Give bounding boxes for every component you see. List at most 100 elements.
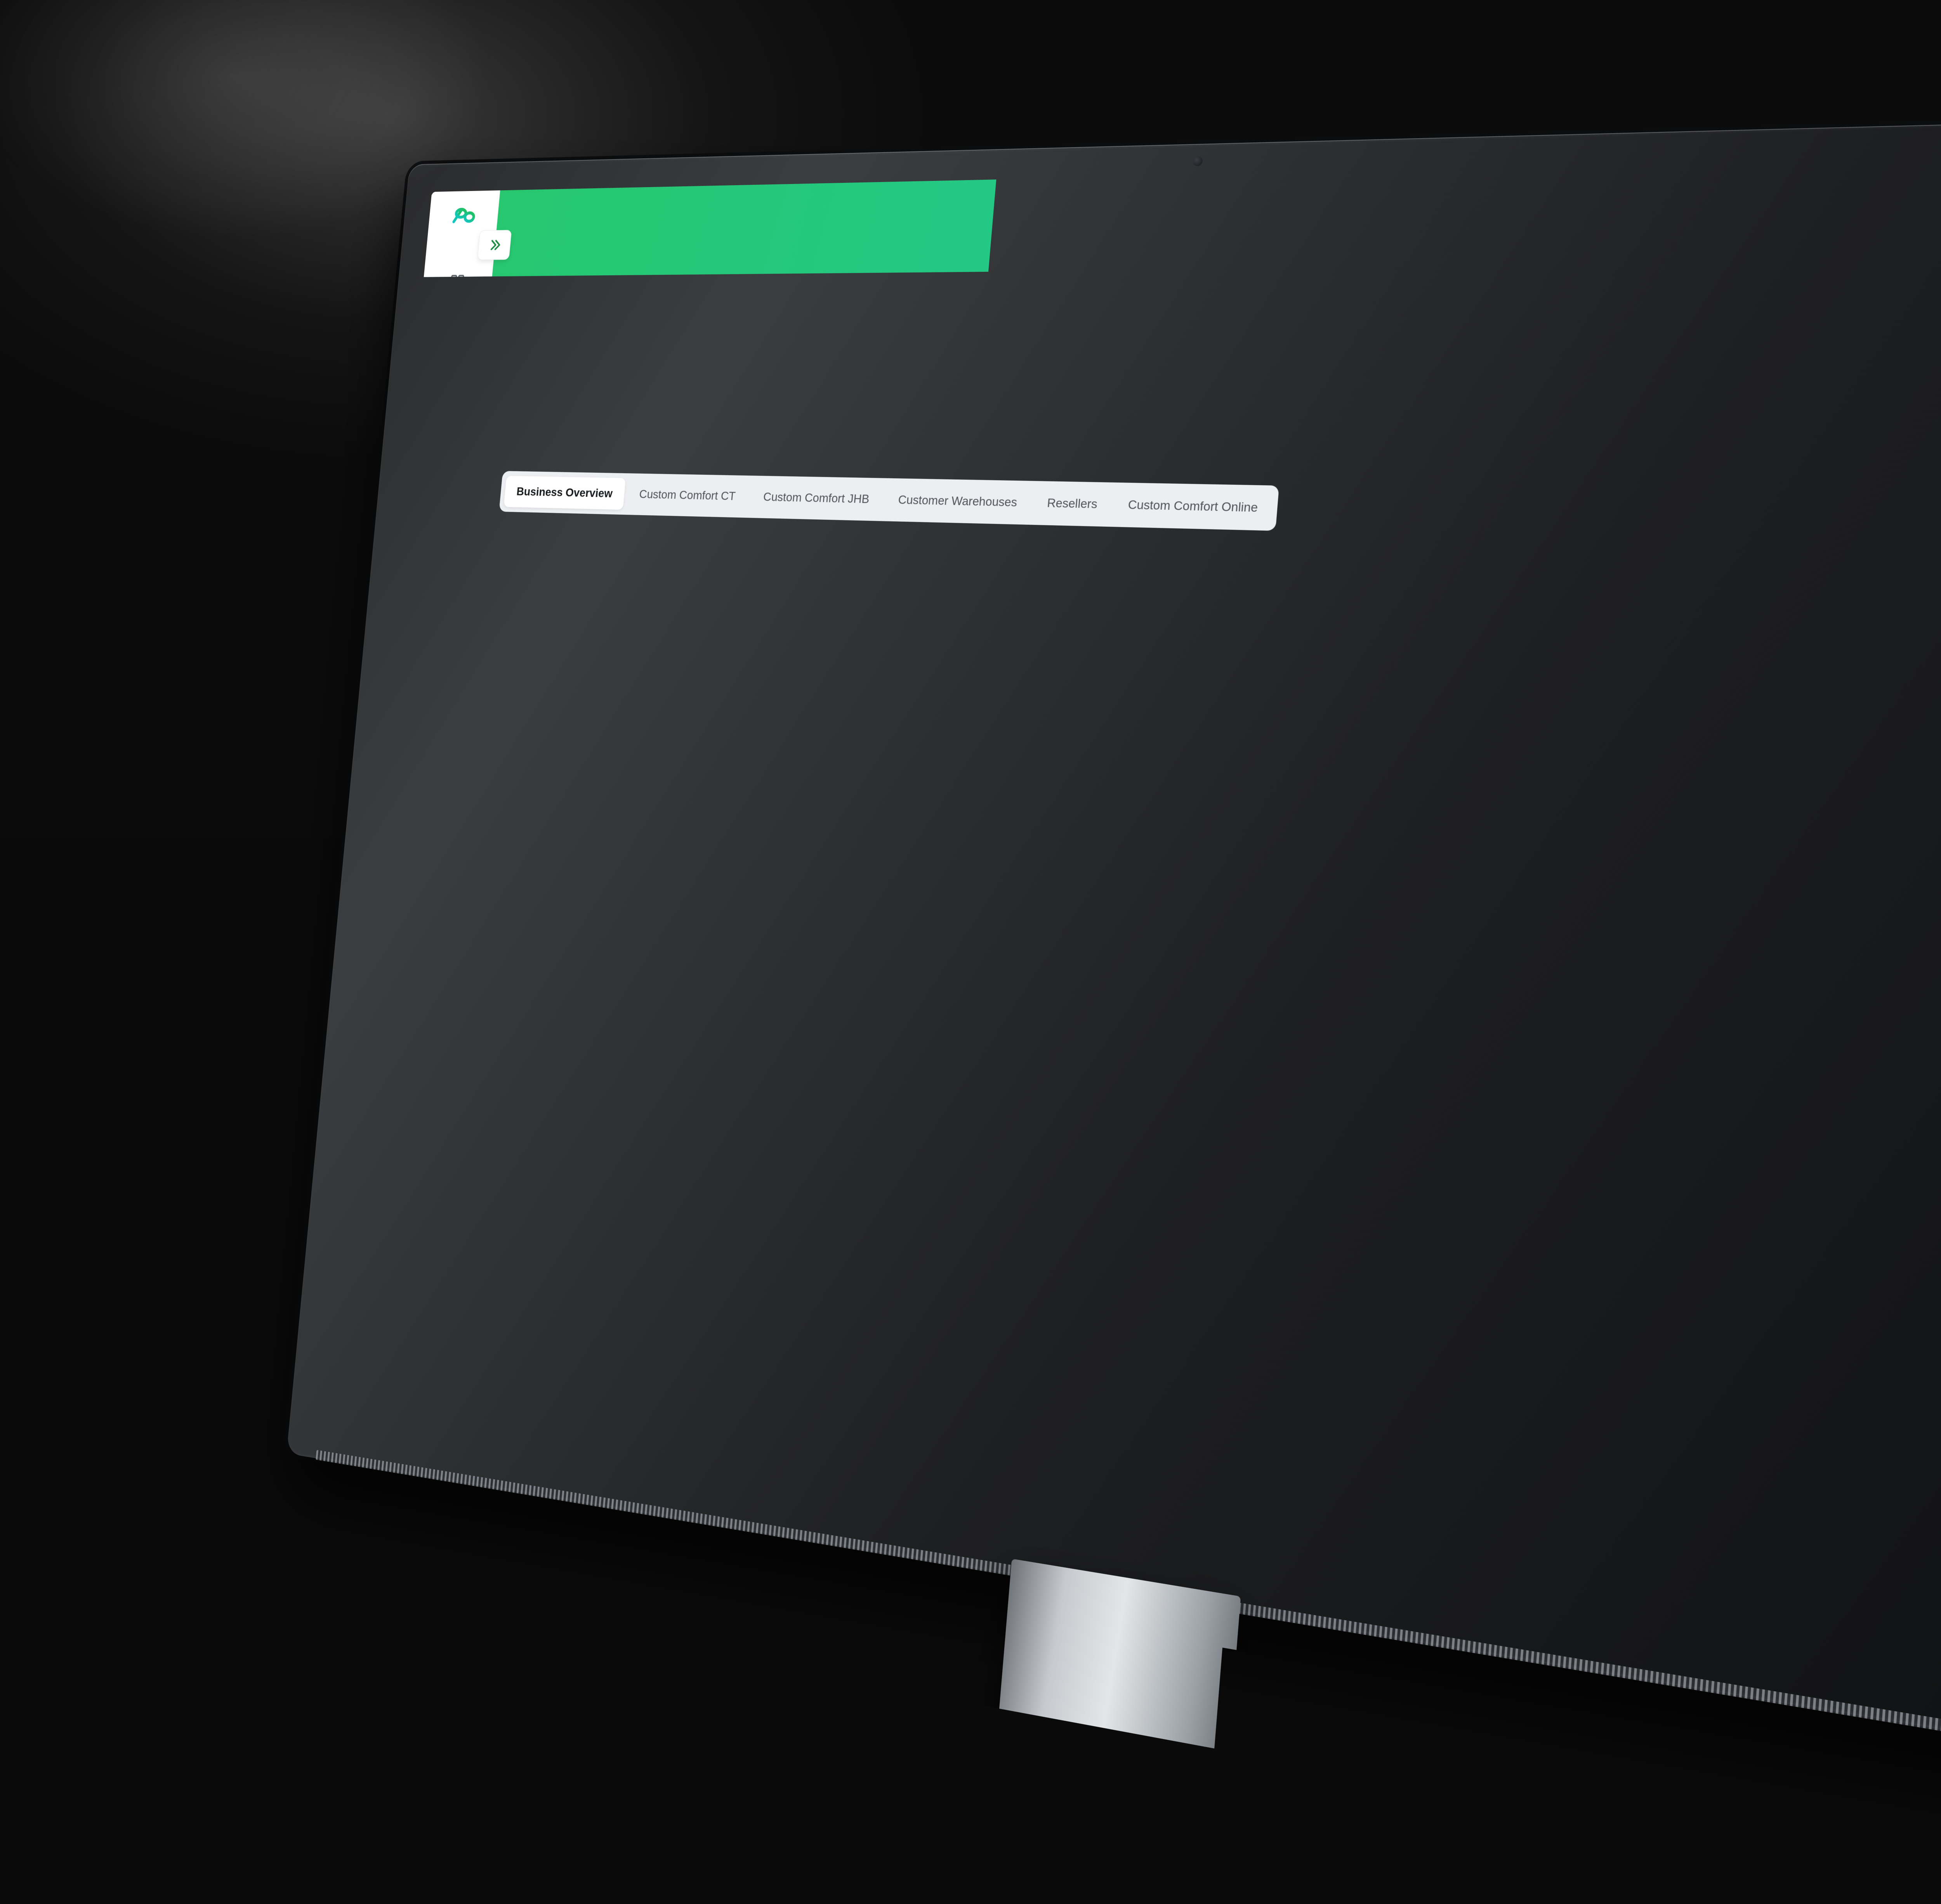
metric-card[interactable]: Total Ads Expenditure 128,7K ↘ 2% (866, 729, 1326, 997)
monitor-screen: Welcome back, John 💸📈🤩👛👏🛍️🛒🙌 Date Range … (313, 146, 1941, 1793)
dashboard-grid-icon (449, 272, 466, 290)
mtracker-logo[interactable] (450, 206, 477, 225)
sidebar-item-pricing[interactable] (411, 558, 448, 588)
metric-card[interactable]: Total Net Profit111,11K↗5% (1820, 1100, 1941, 1436)
metric-delta-up: ↗ 5% (1019, 627, 1048, 642)
tab-label: Custom Comfort JHB (763, 490, 870, 506)
sparkline-chart (451, 1047, 825, 1224)
metric-card-grid: Total Return on Ad Spend 10.99% ↗ 5% Total A… (436, 973, 1941, 1436)
sparkline-chart (884, 807, 1302, 980)
users-icon (439, 370, 457, 387)
metric-card[interactable]: Total Gross Sales 234,4K ↗ 5% (1300, 1052, 1819, 1362)
keyboard-key (128, 1843, 151, 1862)
metric-delta-value: 2% (957, 1072, 974, 1087)
user-name: John (514, 312, 579, 345)
store-icon (417, 613, 434, 632)
sparkline-svg (476, 781, 849, 942)
metric-value-row: 4973 ↗ 5% (503, 598, 866, 637)
sparkline-chart (1343, 837, 1816, 1022)
metric-delta-value: 5% (1469, 644, 1488, 660)
arrow-up-right-icon: ↗ (1438, 814, 1450, 830)
sidebar-expand-button[interactable] (477, 230, 512, 260)
sidebar-item-tasks[interactable] (401, 656, 439, 687)
metric-delta-up: ↗ 5% (1415, 1117, 1447, 1135)
tab-custom-comfort-jhb[interactable]: Custom Comfort JHB (750, 481, 884, 516)
arrow-down-right-icon: ↘ (970, 786, 980, 800)
metric-value: 670,504.46 (1889, 650, 1941, 685)
keyboard-key (47, 1838, 70, 1857)
tab-bar: Business Overview Custom Comfort CT Custom… (499, 471, 1279, 531)
metric-value-row: 111,11K↗5% (1876, 830, 1941, 892)
arrow-up-right-icon: ↗ (1415, 1117, 1426, 1133)
metric-card[interactable]: Total Ads Expenditure 128,7K ↘ 2% (842, 1010, 1303, 1297)
metric-label: Total GP Value (913, 588, 1321, 618)
metric-card[interactable]: Total Return on Ad Spend 10.99% ↗ 5% (460, 708, 872, 958)
metric-delta-value: 5% (1451, 815, 1471, 831)
purse-emoji: 👛 (482, 680, 502, 699)
sidebar-item-reports[interactable] (415, 510, 453, 540)
sparkline-svg (1319, 1137, 1793, 1342)
sidebar-item-inbox[interactable] (434, 315, 472, 344)
metric-delta-up: ↗ 5% (557, 761, 583, 776)
tab-label: Business Overview (516, 485, 613, 500)
metric-card[interactable]: Total GP Value 278,119.26 ↗ 5% (891, 572, 1340, 700)
metric-delta-value: 5% (1428, 1118, 1447, 1135)
section-title: ROAS Overview (508, 680, 625, 706)
sections-container: 📈 Overview Report Total Units Sold 4973 ↗ 5% T… (406, 529, 1941, 1441)
shopping-cart-emoji-card: 🛒 (1912, 235, 1941, 294)
sidebar-item-settings[interactable] (343, 1402, 358, 1421)
arrow-up-right-icon: ↗ (550, 609, 559, 622)
metric-value-row: 111,11K↗5% (1854, 1150, 1941, 1233)
tab-label: Resellers (1047, 496, 1098, 511)
keyboard (0, 1776, 283, 1904)
inbox-tray-icon (444, 321, 461, 338)
gear-icon (343, 1402, 358, 1420)
metric-label: Total Units Sold (506, 575, 868, 602)
metric-label: Total Net Profit (1879, 802, 1941, 849)
archive-box-icon (435, 418, 452, 436)
dashboard-body: Custom Comfort PTY LTD Business Overview… (406, 407, 1941, 1440)
sidebar-item-inventory[interactable] (425, 412, 462, 442)
metric-label: Total Gross Sales (1335, 1072, 1797, 1133)
metric-card[interactable]: Total Net Profit111,11K↗5% (1842, 782, 1941, 1092)
metric-value: 128,7K (896, 772, 965, 802)
tab-custom-comfort-online[interactable]: Custom Comfort Online (1113, 488, 1273, 525)
metric-value-row: 234,4K ↗ 5% (1332, 1099, 1796, 1173)
metric-delta-down: ↘ 2% (970, 786, 998, 802)
metric-delta-down: ↘ 2% (946, 1070, 974, 1087)
tab-customer-warehouses[interactable]: Customer Warehouses (884, 483, 1032, 520)
main-content: Welcome back, John 💸📈🤩👛👏🛍️🛒🙌 Date Range … (381, 146, 1941, 1793)
tab-business-overview[interactable]: Business Overview (503, 476, 625, 510)
metric-card[interactable]: GP Percentage 41.47% ↗ 5% (1347, 586, 1855, 724)
sparkline-chart (476, 781, 849, 942)
metric-delta-up: ↗ 5% (533, 1029, 558, 1045)
metric-card[interactable]: Total Units Sold 4973 ↗ 5% (485, 559, 885, 679)
sidebar-item-dashboard[interactable] (438, 267, 476, 296)
metric-card[interactable]: Total Return on Ad Spend 10.99% ↗ 5% (436, 973, 847, 1241)
sparkline-svg (1343, 837, 1816, 1022)
chart-increasing-emoji: 📈 (495, 531, 516, 549)
arrow-down-right-icon: ↘ (946, 1070, 956, 1085)
sidebar-item-deliveries[interactable] (420, 461, 458, 491)
metric-delta-value: 2% (981, 786, 999, 801)
section-title: Overview Report (521, 531, 644, 554)
metric-card[interactable]: Total Gross Sales 234,4K ↗ 5% (1324, 754, 1842, 1041)
sidebar-item-customers[interactable] (429, 364, 467, 393)
tab-resellers[interactable]: Resellers (1032, 486, 1112, 521)
metric-delta-value: 5% (568, 762, 583, 776)
truck-icon (431, 467, 448, 485)
metric-value: 10.99% (489, 748, 554, 776)
tab-custom-comfort-ct[interactable]: Custom Comfort CT (626, 478, 749, 513)
metric-value: 128,7K (872, 1054, 941, 1087)
metric-value-row: 41.47% ↗ 5% (1369, 630, 1831, 677)
metric-card[interactable]: Selling, Excl. VAT 670,504.46↗5% (1865, 602, 1941, 751)
tab-label: Customer Warehouses (898, 493, 1017, 509)
arrow-up-right-icon: ↗ (557, 761, 567, 774)
sidebar-item-stores[interactable] (406, 607, 444, 638)
money-with-wings-emoji-card: 💸 (1733, 185, 1809, 271)
sparkline-chart (1842, 1191, 1941, 1415)
money-with-wings-emoji: 💸 (1745, 203, 1797, 253)
welcome-label: Welcome back, (518, 290, 604, 306)
sparkline-svg (451, 1047, 825, 1224)
metric-label: GP Percentage (1372, 604, 1833, 637)
